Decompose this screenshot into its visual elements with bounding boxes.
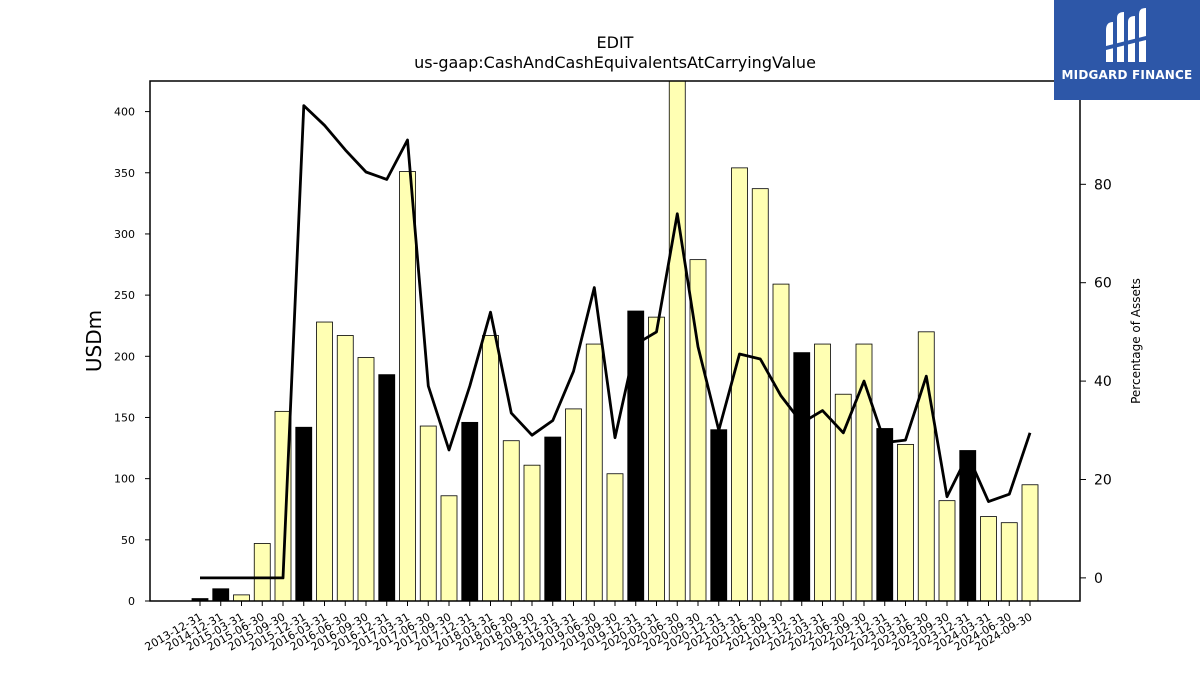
left-axis: 0 50 100 150 200 250 300 350 400 bbox=[114, 106, 150, 608]
bar-2017-03-31 bbox=[399, 171, 416, 602]
y-axis-label: USDm bbox=[82, 310, 106, 372]
bar-2023-06-30 bbox=[917, 331, 935, 602]
y-tick-label: 150 bbox=[114, 411, 135, 424]
y2-tick-label: 20 bbox=[1094, 472, 1112, 488]
y-tick-label: 350 bbox=[114, 167, 135, 180]
bar-2022-12-31 bbox=[876, 428, 894, 602]
bar-2019-06-30 bbox=[585, 343, 603, 602]
bar-2014-12-31 bbox=[212, 588, 230, 602]
bar-2020-06-30 bbox=[668, 80, 686, 602]
bar-2016-09-30 bbox=[357, 357, 375, 602]
bar-2015-03-31 bbox=[233, 594, 250, 602]
bar-2016-12-31 bbox=[378, 374, 396, 602]
y2-axis-label: Percentage of Assets bbox=[1129, 278, 1143, 404]
percentage-line bbox=[200, 104, 1032, 580]
y2-tick-label: 0 bbox=[1094, 571, 1103, 587]
x-axis: 2013-12-312014-12-312015-03-312015-06-30… bbox=[143, 601, 1035, 654]
bar-2020-12-31 bbox=[710, 429, 728, 602]
bar-2018-03-31 bbox=[482, 335, 499, 602]
bar-2019-12-31 bbox=[627, 310, 645, 602]
bar-2021-12-31 bbox=[793, 352, 811, 602]
bar-2018-12-31 bbox=[544, 436, 562, 602]
bar-2017-09-30 bbox=[440, 495, 458, 602]
y-tick-label: 200 bbox=[114, 350, 135, 363]
y2-tick-label: 40 bbox=[1094, 374, 1112, 390]
bar-2017-12-31 bbox=[461, 421, 479, 602]
chart-subtitle: us-gaap:CashAndCashEquivalentsAtCarrying… bbox=[414, 53, 816, 72]
y2-tick-label: 60 bbox=[1094, 276, 1112, 292]
logo-mark-icon bbox=[1106, 8, 1146, 62]
bar-2021-06-30 bbox=[751, 188, 769, 602]
bar-2018-06-30 bbox=[502, 440, 520, 602]
y-tick-label: 300 bbox=[114, 228, 135, 241]
bar-2016-03-31 bbox=[316, 321, 333, 602]
bar-2024-03-31 bbox=[980, 516, 997, 602]
bar-2015-06-30 bbox=[253, 543, 271, 602]
brand-logo: MIDGARD FINANCE bbox=[1054, 0, 1200, 100]
bar-2018-09-30 bbox=[523, 464, 541, 602]
y-tick-label: 400 bbox=[114, 106, 135, 119]
bar-2016-06-30 bbox=[336, 335, 354, 602]
bar-2017-06-30 bbox=[419, 425, 437, 602]
bar-2023-12-31 bbox=[959, 450, 977, 602]
bar-2023-09-30 bbox=[938, 500, 956, 602]
bar-2021-03-31 bbox=[731, 167, 748, 602]
bar-2019-03-31 bbox=[565, 408, 582, 602]
bar-2020-03-31 bbox=[648, 316, 665, 602]
bar-2024-06-30 bbox=[1000, 522, 1018, 602]
bar-2024-09-30 bbox=[1021, 484, 1039, 602]
right-axis: 0 20 40 60 80 bbox=[1080, 177, 1112, 587]
line-group bbox=[200, 104, 1032, 580]
y-tick-label: 100 bbox=[114, 473, 135, 486]
bar-2023-03-31 bbox=[897, 443, 914, 602]
bars-group bbox=[191, 80, 1039, 602]
bar-2021-09-30 bbox=[772, 283, 790, 602]
bar-2022-03-31 bbox=[814, 343, 831, 602]
y-tick-label: 0 bbox=[128, 595, 135, 608]
bar-2019-09-30 bbox=[606, 473, 624, 602]
bar-2015-12-31 bbox=[295, 426, 313, 602]
y-tick-label: 50 bbox=[121, 534, 135, 547]
y2-tick-label: 80 bbox=[1094, 177, 1112, 193]
y-tick-label: 250 bbox=[114, 289, 135, 302]
chart-title: EDIT bbox=[597, 33, 634, 52]
logo-text: MIDGARD FINANCE bbox=[1061, 68, 1193, 82]
